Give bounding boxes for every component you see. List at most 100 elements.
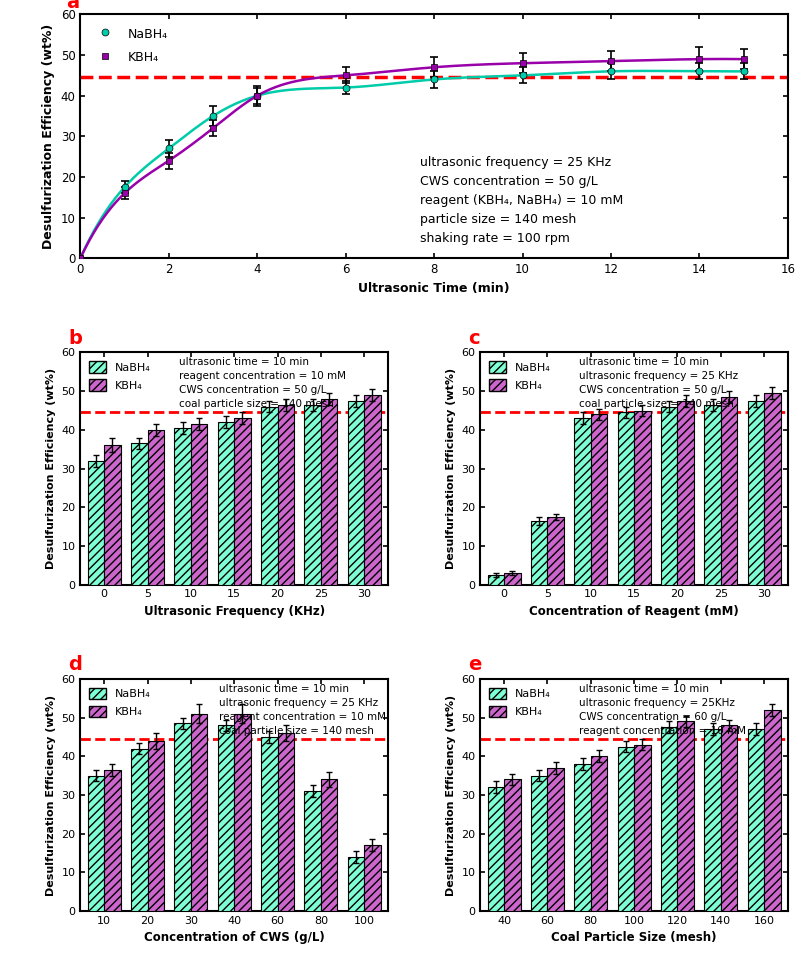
Bar bbox=[530, 521, 547, 584]
Legend: NaBH₄, KBH₄: NaBH₄, KBH₄ bbox=[86, 358, 153, 394]
KBH₄ bbox=[164, 155, 173, 167]
Bar bbox=[703, 729, 719, 911]
Bar bbox=[148, 430, 164, 584]
Bar bbox=[277, 733, 294, 911]
X-axis label: Ultrasonic Time (min): Ultrasonic Time (min) bbox=[358, 281, 509, 295]
Y-axis label: Desulfurization Efficiency (wt%): Desulfurization Efficiency (wt%) bbox=[46, 694, 55, 896]
Bar bbox=[261, 736, 277, 911]
Bar bbox=[719, 725, 736, 911]
KBH₄ bbox=[694, 53, 703, 65]
KBH₄ bbox=[517, 58, 527, 69]
Y-axis label: Desulfurization Efficiency (wt%): Desulfurization Efficiency (wt%) bbox=[445, 368, 455, 569]
Bar bbox=[88, 461, 104, 584]
NaBH₄ bbox=[208, 110, 218, 121]
X-axis label: Concentration of Reagent (mM): Concentration of Reagent (mM) bbox=[528, 605, 738, 618]
Y-axis label: Desulfurization Efficiency (wt%): Desulfurization Efficiency (wt%) bbox=[46, 368, 55, 569]
NaBH₄ bbox=[164, 143, 173, 154]
Bar bbox=[503, 573, 520, 584]
Y-axis label: Desulfurization Efficiency (wt%): Desulfurization Efficiency (wt%) bbox=[445, 694, 455, 896]
Bar bbox=[131, 748, 148, 911]
Legend: NaBH₄, KBH₄: NaBH₄, KBH₄ bbox=[485, 358, 553, 394]
Text: ultrasonic time = 10 min
ultrasonic frequency = 25 KHz
reagent concentration = 1: ultrasonic time = 10 min ultrasonic freq… bbox=[218, 683, 385, 736]
KBH₄ bbox=[340, 69, 350, 81]
Text: e: e bbox=[467, 656, 481, 674]
Bar bbox=[174, 723, 190, 911]
Bar bbox=[234, 713, 251, 911]
Bar bbox=[347, 401, 364, 584]
NaBH₄ bbox=[429, 73, 438, 85]
Bar bbox=[660, 727, 677, 911]
X-axis label: Concentration of CWS (g/L): Concentration of CWS (g/L) bbox=[144, 931, 324, 945]
X-axis label: Ultrasonic Frequency (KHz): Ultrasonic Frequency (KHz) bbox=[144, 605, 324, 618]
Bar bbox=[487, 575, 503, 584]
KBH₄ bbox=[252, 90, 262, 101]
KBH₄ bbox=[429, 62, 438, 73]
Bar bbox=[364, 845, 380, 911]
NaBH₄ bbox=[605, 66, 615, 77]
Text: ultrasonic frequency = 25 KHz
CWS concentration = 50 g/L
reagent (KBH₄, NaBH₄) =: ultrasonic frequency = 25 KHz CWS concen… bbox=[419, 156, 622, 245]
Text: b: b bbox=[68, 329, 82, 348]
Bar bbox=[573, 764, 590, 911]
Text: ultrasonic time = 10 min
ultrasonic frequency = 25KHz
CWS concentration = 60 g/L: ultrasonic time = 10 min ultrasonic freq… bbox=[578, 683, 745, 736]
Bar bbox=[530, 776, 547, 911]
Bar bbox=[190, 424, 207, 584]
Bar bbox=[347, 857, 364, 911]
Bar bbox=[131, 443, 148, 584]
Bar bbox=[677, 401, 693, 584]
Bar bbox=[547, 517, 563, 584]
NaBH₄ bbox=[517, 69, 527, 81]
Legend: NaBH₄, KBH₄: NaBH₄, KBH₄ bbox=[87, 20, 174, 70]
Bar bbox=[174, 428, 190, 584]
Bar bbox=[304, 405, 320, 584]
Bar bbox=[763, 393, 780, 584]
KBH₄ bbox=[75, 253, 85, 264]
Bar bbox=[617, 746, 634, 911]
Bar bbox=[364, 395, 380, 584]
Text: a: a bbox=[66, 0, 79, 12]
Y-axis label: Desulfurization Efficiency (wt%): Desulfurization Efficiency (wt%) bbox=[42, 24, 55, 249]
Bar bbox=[218, 422, 234, 584]
Legend: NaBH₄, KBH₄: NaBH₄, KBH₄ bbox=[86, 684, 153, 721]
Bar bbox=[104, 445, 120, 584]
Bar bbox=[277, 405, 294, 584]
Bar bbox=[234, 418, 251, 584]
X-axis label: Coal Particle Size (mesh): Coal Particle Size (mesh) bbox=[551, 931, 716, 945]
Bar bbox=[320, 399, 337, 584]
Line: NaBH₄: NaBH₄ bbox=[77, 67, 746, 261]
NaBH₄ bbox=[120, 181, 129, 193]
Text: ultrasonic time = 10 min
reagent concentration = 10 mM
CWS concentration = 50 g/: ultrasonic time = 10 min reagent concent… bbox=[178, 357, 345, 409]
Text: d: d bbox=[68, 656, 82, 674]
Legend: NaBH₄, KBH₄: NaBH₄, KBH₄ bbox=[485, 684, 553, 721]
Bar bbox=[218, 725, 234, 911]
Bar bbox=[320, 780, 337, 911]
NaBH₄ bbox=[252, 90, 262, 101]
Bar bbox=[703, 405, 719, 584]
NaBH₄ bbox=[694, 66, 703, 77]
Bar bbox=[677, 721, 693, 911]
Bar bbox=[88, 776, 104, 911]
NaBH₄ bbox=[75, 253, 85, 264]
KBH₄ bbox=[738, 53, 748, 65]
Bar bbox=[763, 710, 780, 911]
Bar bbox=[617, 413, 634, 584]
Text: ultrasonic time = 10 min
ultrasonic frequency = 25 KHz
CWS concentration = 50 g/: ultrasonic time = 10 min ultrasonic freq… bbox=[578, 357, 737, 409]
Bar bbox=[503, 780, 520, 911]
Bar bbox=[660, 407, 677, 584]
Bar bbox=[547, 768, 563, 911]
KBH₄ bbox=[605, 55, 615, 67]
NaBH₄ bbox=[340, 82, 350, 94]
Bar bbox=[261, 407, 277, 584]
Bar bbox=[304, 791, 320, 911]
Text: c: c bbox=[467, 329, 479, 348]
Bar bbox=[190, 713, 207, 911]
Bar bbox=[590, 757, 606, 911]
NaBH₄ bbox=[738, 66, 748, 77]
KBH₄ bbox=[208, 122, 218, 134]
Bar bbox=[573, 418, 590, 584]
KBH₄ bbox=[120, 187, 129, 199]
Bar bbox=[747, 401, 763, 584]
Bar bbox=[487, 788, 503, 911]
Bar bbox=[719, 397, 736, 584]
Line: KBH₄: KBH₄ bbox=[77, 56, 746, 261]
Bar bbox=[148, 740, 164, 911]
